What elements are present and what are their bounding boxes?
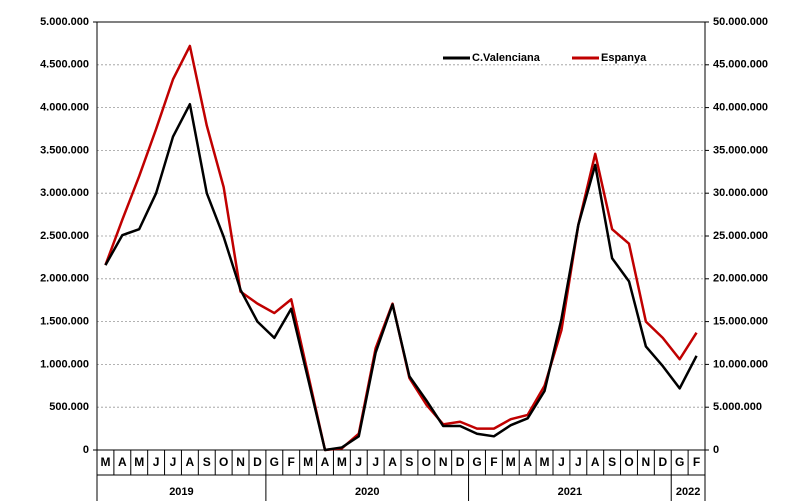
legend-label: C.Valenciana [472, 52, 541, 64]
x-tick-label: G [675, 455, 684, 469]
x-tick-label: O [219, 455, 228, 469]
series-line [104, 102, 698, 452]
y-tick-label: 4.500.000 [40, 59, 89, 71]
x-tick-label: J [170, 455, 177, 469]
x-tick-label: A [523, 455, 532, 469]
x-tick-label: D [456, 455, 465, 469]
x-tick-label: O [422, 455, 431, 469]
y-tick-label: 2.000.000 [40, 273, 89, 285]
x-tick-label: G [270, 455, 279, 469]
x-tick-label: J [355, 455, 362, 469]
x-tick-label: A [118, 455, 127, 469]
x-tick-label: F [693, 455, 700, 469]
y2-tick-label: 45.000.000 [713, 59, 768, 71]
y-tick-label: 4.000.000 [40, 102, 89, 114]
x-tick-label: F [490, 455, 497, 469]
series-line [104, 44, 698, 452]
y-tick-label: 500.000 [49, 401, 89, 413]
y2-tick-label: 35.000.000 [713, 144, 768, 156]
x-tick-label: G [472, 455, 481, 469]
y2-tick-label: 30.000.000 [713, 187, 768, 199]
y2-tick-label: 5.000.000 [713, 401, 762, 413]
x-tick-label: M [540, 455, 550, 469]
x-tick-label: M [134, 455, 144, 469]
x-group-label: 2022 [676, 486, 700, 498]
x-tick-label: M [506, 455, 516, 469]
x-group-label: 2019 [169, 486, 193, 498]
x-tick-label: J [575, 455, 582, 469]
x-tick-label: A [388, 455, 397, 469]
y2-tick-label: 50.000.000 [713, 16, 768, 28]
x-tick-label: S [608, 455, 616, 469]
y-tick-label: 5.000.000 [40, 16, 89, 28]
x-tick-label: J [153, 455, 160, 469]
x-group-label: 2021 [558, 486, 582, 498]
y-tick-label: 1.000.000 [40, 358, 89, 370]
legend-label: Espanya [601, 52, 647, 64]
x-tick-label: O [624, 455, 633, 469]
x-tick-label: D [253, 455, 262, 469]
x-tick-label: N [439, 455, 448, 469]
y-tick-label: 0 [83, 444, 89, 456]
x-tick-label: M [303, 455, 313, 469]
x-tick-label: N [236, 455, 245, 469]
x-tick-label: N [642, 455, 651, 469]
y-tick-label: 3.000.000 [40, 187, 89, 199]
y2-tick-label: 15.000.000 [713, 316, 768, 328]
x-tick-label: M [337, 455, 347, 469]
x-tick-label: F [288, 455, 295, 469]
x-tick-label: M [100, 455, 110, 469]
y2-tick-label: 25.000.000 [713, 230, 768, 242]
y-tick-label: 2.500.000 [40, 230, 89, 242]
y2-tick-label: 0 [713, 444, 719, 456]
x-tick-label: J [372, 455, 379, 469]
x-tick-label: D [658, 455, 667, 469]
y2-tick-label: 40.000.000 [713, 102, 768, 114]
x-tick-label: J [558, 455, 565, 469]
y2-tick-label: 10.000.000 [713, 358, 768, 370]
x-tick-label: S [203, 455, 211, 469]
x-tick-label: S [405, 455, 413, 469]
x-tick-label: A [321, 455, 330, 469]
x-tick-label: A [186, 455, 195, 469]
y-tick-label: 1.500.000 [40, 316, 89, 328]
y2-tick-label: 20.000.000 [713, 273, 768, 285]
y-tick-label: 3.500.000 [40, 144, 89, 156]
x-group-label: 2020 [355, 486, 379, 498]
x-tick-label: A [591, 455, 600, 469]
